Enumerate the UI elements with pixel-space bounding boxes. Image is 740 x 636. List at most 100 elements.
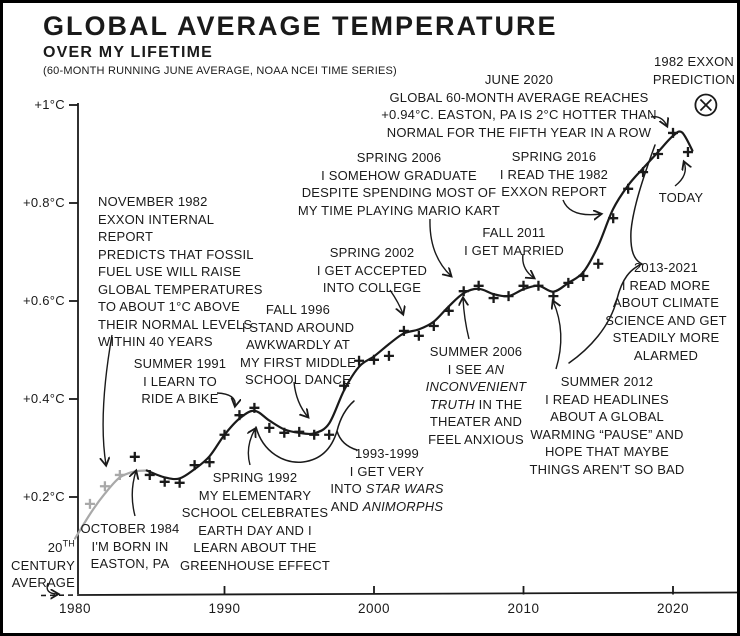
marker-1988 <box>189 460 200 471</box>
data-markers <box>84 127 693 509</box>
annotation-oct-1984: OCTOBER 1984 I'M BORN IN EASTON, PA <box>65 520 195 573</box>
marker-2021 <box>682 147 693 158</box>
annotation-fall-1996: FALL 1996 I STAND AROUND AWKWARDLY AT MY … <box>218 301 378 389</box>
marker-1991 <box>234 410 245 421</box>
annotation-nov-1982-date: NOVEMBER 1982 <box>98 194 208 209</box>
arrow-fall-2011 <box>522 253 534 278</box>
arrow-oct-1984 <box>132 471 136 517</box>
annotation-fall-1996-text: I STAND AROUND AWKWARDLY AT MY FIRST MID… <box>240 319 356 388</box>
annotation-june-2020-date: JUNE 2020 <box>484 72 554 87</box>
marker-1982 <box>99 481 110 492</box>
marker-2009 <box>503 291 514 302</box>
series-note: (60-MONTH RUNNING JUNE AVERAGE, NOAA NCE… <box>43 65 397 77</box>
annotation-oct-1984-date: OCTOBER 1984 <box>80 521 180 536</box>
brace-2013-2021 <box>568 144 656 364</box>
annotation-summer-1991-date: SUMMER 1991 <box>133 356 227 371</box>
annotation-spring-2016-date: SPRING 2016 <box>511 149 597 164</box>
annotation-spring-2006: SPRING 2006 I SOMEHOW GRADUATE DESPITE SP… <box>279 149 519 219</box>
annotation-summer-2012-date: SUMMER 2012 <box>560 374 654 389</box>
marker-2016 <box>608 213 619 224</box>
annotation-fall-1996-date: FALL 1996 <box>265 302 331 317</box>
annotation-years-2013-2021-text: I READ MORE ABOUT CLIMATE SCIENCE AND GE… <box>605 277 727 363</box>
annotation-spring-2016: SPRING 2016 I READ THE 1982 EXXON REPORT <box>479 148 629 201</box>
x-axis-line <box>77 591 737 596</box>
marker-2010 <box>518 280 529 291</box>
annotation-years-2013-2021: 2013-2021 I READ MORE ABOUT CLIMATE SCIEN… <box>600 259 732 364</box>
marker-2019 <box>653 149 664 159</box>
annotation-summer-2006-text: I SEE AN INCONVENIENT TRUTH IN THE THEAT… <box>425 361 527 447</box>
circled-x-icon <box>694 93 718 117</box>
annotation-spring-2006-text: I SOMEHOW GRADUATE DESPITE SPENDING MOST… <box>297 167 501 218</box>
arrow-nov-1982 <box>103 334 113 465</box>
marker-1985 <box>144 469 155 480</box>
x-axis-label-2010: 2010 <box>507 601 540 616</box>
marker-1998 <box>339 380 350 391</box>
annotation-fall-2011-text: I GET MARRIED <box>464 242 564 258</box>
annotation-years-1993-1999-text: I GET VERY INTO STAR WARS AND ANIMORPHS <box>330 463 444 514</box>
marker-2006 <box>458 286 469 297</box>
annotation-spring-2016-text: I READ THE 1982 EXXON REPORT <box>499 166 609 200</box>
annotation-nov-1982: NOVEMBER 1982 EXXON INTERNAL REPORT PREDI… <box>98 193 270 351</box>
marker-1994 <box>279 427 290 438</box>
annotation-years-2013-2021-date: 2013-2021 <box>634 260 698 275</box>
annotation-spring-2002-text: I GET ACCEPTED INTO COLLEGE <box>316 262 428 296</box>
page-subtitle: OVER MY LIFETIME <box>43 44 214 61</box>
annotation-june-2020-text: GLOBAL 60-MONTH AVERAGE REACHES +0.94°C.… <box>381 89 657 140</box>
marker-2018 <box>638 167 649 178</box>
annotation-century-average-text: 20TH CENTURY AVERAGE <box>10 538 75 590</box>
marker-1990 <box>219 429 230 440</box>
marker-1981 <box>84 498 95 509</box>
marker-2004 <box>428 320 439 331</box>
marker-2002 <box>398 325 409 336</box>
arrow-summer-2012 <box>553 301 562 370</box>
marker-2020 <box>668 127 678 138</box>
marker-2012 <box>548 291 559 302</box>
marker-1995 <box>294 426 305 437</box>
annotation-summer-2012: SUMMER 2012 I READ HEADLINES ABOUT A GLOB… <box>520 373 695 478</box>
marker-1986 <box>159 476 170 487</box>
exxon-prediction-marker <box>694 93 718 117</box>
marker-2017 <box>623 183 634 194</box>
y-axis-label-0: +1°C <box>34 97 65 112</box>
arrow-summer-2006 <box>463 298 470 340</box>
marker-2007 <box>473 280 484 291</box>
annotation-spring-1992: SPRING 1992 MY ELEMENTARY SCHOOL CELEBRAT… <box>175 469 335 574</box>
x-axis-label-1980: 1980 <box>58 601 92 616</box>
marker-2015 <box>593 258 604 269</box>
chart-header: GLOBAL AVERAGE TEMPERATURE OVER MY LIFET… <box>43 11 558 78</box>
marker-1996 <box>309 429 320 440</box>
marker-2013 <box>563 277 574 288</box>
arrow-june-2020 <box>650 116 667 126</box>
marker-2008 <box>488 293 499 304</box>
x-axis-label-2000: 2000 <box>357 601 391 616</box>
marker-1983 <box>114 469 125 480</box>
annotation-summer-2006: SUMMER 2006 I SEE AN INCONVENIENT TRUTH I… <box>406 343 546 448</box>
arrow-spring-1992 <box>248 429 255 466</box>
annotation-today-text: TODAY <box>658 190 704 205</box>
annotation-spring-2006-date: SPRING 2006 <box>356 150 442 165</box>
marker-1984 <box>129 451 140 462</box>
annotation-summer-2012-text: I READ HEADLINES ABOUT A GLOBAL WARMING … <box>529 391 685 477</box>
chart-canvas <box>40 93 737 636</box>
y-axis-label-3: +0.4°C <box>22 391 65 406</box>
annotation-nov-1982-text: EXXON INTERNAL REPORT PREDICTS THAT FOSS… <box>98 211 263 350</box>
annotation-spring-1992-date: SPRING 1992 <box>212 470 298 485</box>
circled-x-cross <box>699 98 713 112</box>
brace-1993-1999 <box>255 400 358 463</box>
annotation-fall-2011-date: FALL 2011 <box>482 225 546 240</box>
arrow-spring-2016 <box>562 199 601 215</box>
annotation-years-1993-1999-date: 1993-1999 <box>355 446 419 461</box>
marker-2000 <box>369 354 379 365</box>
marker-2001 <box>383 350 394 361</box>
annotation-spring-1992-text: MY ELEMENTARY SCHOOL CELEBRATES EARTH DA… <box>179 487 331 573</box>
annotation-summer-2006-date: SUMMER 2006 <box>429 344 523 359</box>
marker-1999 <box>354 355 365 366</box>
marker-1987 <box>174 477 185 488</box>
arrow-summer-1991 <box>216 392 235 406</box>
marker-1993 <box>264 422 275 433</box>
marker-1989 <box>204 457 215 468</box>
x-axis-label-2020: 2020 <box>656 601 690 616</box>
annotation-exxon-prediction: 1982 EXXON PREDICTION <box>642 53 737 88</box>
y-axis-label-2: +0.6°C <box>22 293 65 308</box>
